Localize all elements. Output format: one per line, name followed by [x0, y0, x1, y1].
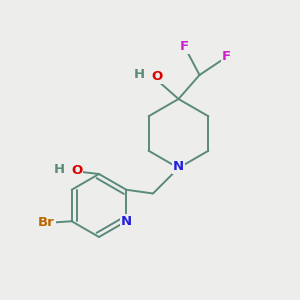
Text: O: O: [71, 164, 82, 178]
Text: F: F: [222, 50, 231, 64]
Text: N: N: [121, 215, 132, 228]
Text: F: F: [180, 40, 189, 53]
Text: Br: Br: [38, 216, 55, 229]
Text: O: O: [151, 70, 162, 83]
Text: H: H: [54, 163, 65, 176]
Text: N: N: [173, 160, 184, 173]
Text: H: H: [133, 68, 145, 82]
